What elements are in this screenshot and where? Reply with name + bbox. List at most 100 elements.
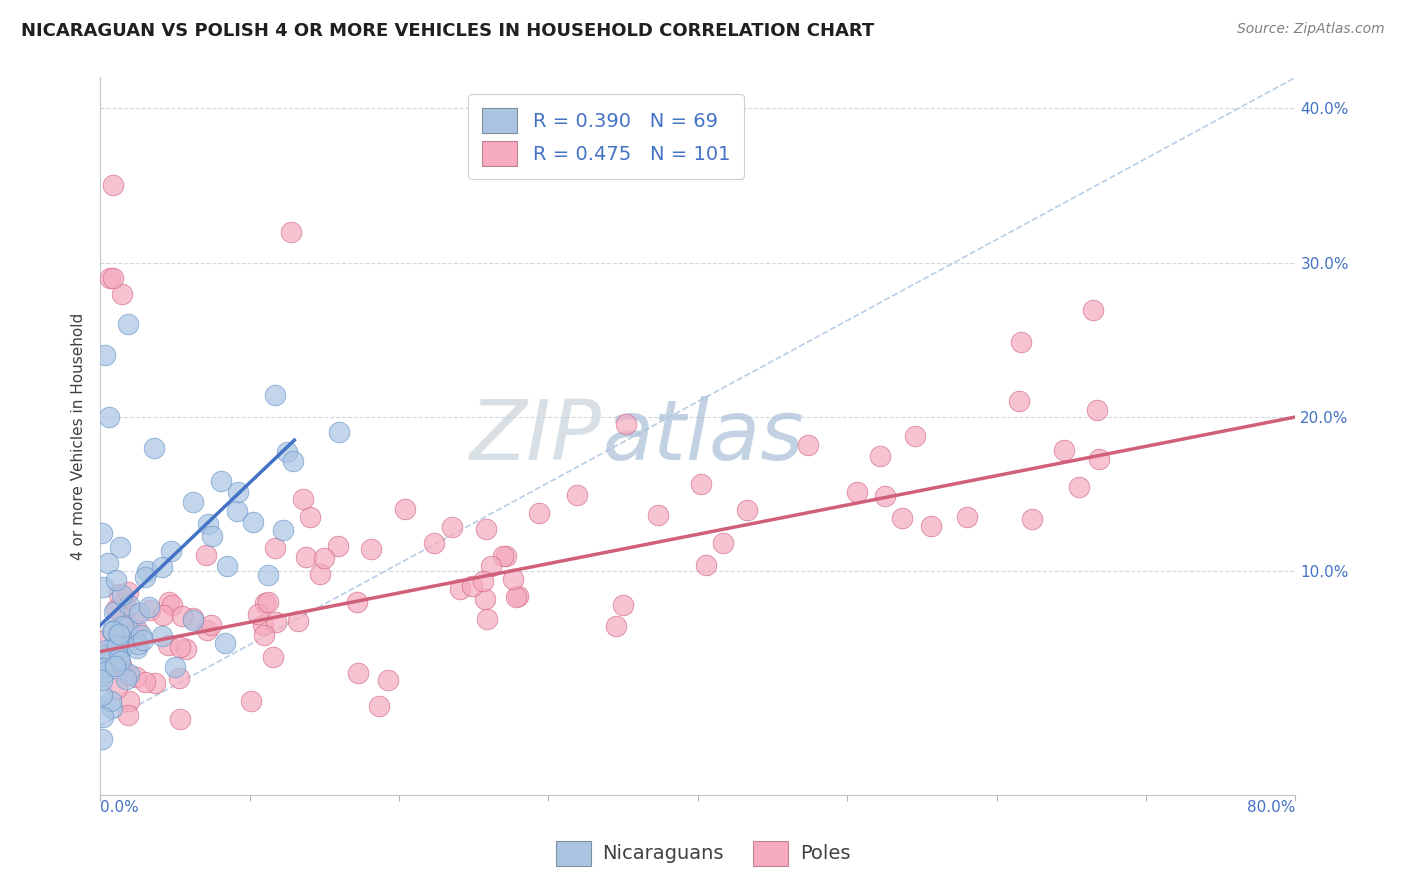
Point: [90, 673, 112, 687]
Point: [214, 636, 236, 650]
Point: [256, 595, 278, 609]
Point: [181, 611, 204, 625]
Point: [118, 667, 141, 681]
Point: [104, 659, 127, 673]
Point: [377, 673, 399, 687]
Point: [150, 559, 173, 574]
Point: [440, 519, 463, 533]
Point: [194, 548, 217, 562]
Point: [347, 666, 370, 681]
Point: [276, 445, 298, 459]
Point: [94, 646, 117, 660]
Point: [869, 449, 891, 463]
Point: [254, 597, 277, 611]
Point: [502, 572, 524, 586]
Point: [127, 637, 149, 651]
Point: [1021, 512, 1043, 526]
Point: [90, 525, 112, 540]
Point: [505, 591, 527, 605]
Point: [98, 271, 121, 285]
Point: [1088, 452, 1111, 467]
Point: [104, 601, 127, 615]
Text: ZIP: ZIP: [470, 396, 602, 477]
Point: [105, 681, 128, 695]
Point: [508, 589, 530, 603]
Point: [97, 649, 120, 664]
Point: [246, 607, 269, 621]
Point: [1010, 334, 1032, 349]
Point: [91, 710, 114, 724]
Point: [90, 688, 112, 702]
Point: [647, 508, 669, 522]
Point: [139, 603, 162, 617]
Point: [891, 511, 914, 525]
Point: [90, 633, 112, 648]
Point: [271, 523, 294, 537]
Point: [111, 609, 134, 624]
Point: [492, 549, 515, 564]
Point: [711, 536, 734, 550]
Point: [169, 712, 191, 726]
Point: [328, 539, 350, 553]
Point: [93, 654, 115, 668]
Point: [107, 626, 129, 640]
Point: [93, 648, 115, 662]
Point: [93, 660, 115, 674]
Point: [280, 225, 302, 239]
Point: [136, 564, 159, 578]
Point: [96, 656, 118, 670]
Point: [226, 484, 249, 499]
Point: [474, 591, 496, 606]
Text: 0.0%: 0.0%: [100, 800, 139, 814]
Point: [93, 348, 115, 362]
Point: [110, 540, 132, 554]
Point: [226, 504, 249, 518]
Point: [495, 549, 517, 564]
Point: [449, 582, 471, 597]
Point: [920, 519, 942, 533]
Point: [125, 670, 148, 684]
Point: [160, 599, 183, 613]
Point: [846, 485, 869, 500]
Point: [312, 551, 335, 566]
Point: [127, 623, 149, 637]
Point: [252, 617, 274, 632]
Point: [143, 676, 166, 690]
Text: NICARAGUAN VS POLISH 4 OR MORE VEHICLES IN HOUSEHOLD CORRELATION CHART: NICARAGUAN VS POLISH 4 OR MORE VEHICLES …: [21, 22, 875, 40]
Point: [565, 488, 588, 502]
Point: [1085, 402, 1108, 417]
Point: [264, 388, 287, 402]
Point: [108, 627, 131, 641]
Point: [170, 609, 193, 624]
Point: [101, 178, 124, 193]
Point: [264, 541, 287, 555]
Text: Source: ZipAtlas.com: Source: ZipAtlas.com: [1237, 22, 1385, 37]
Legend: R = 0.390   N = 69, R = 0.475   N = 101: R = 0.390 N = 69, R = 0.475 N = 101: [468, 95, 744, 179]
Point: [112, 619, 135, 633]
Point: [118, 693, 141, 707]
Point: [128, 606, 150, 620]
Point: [100, 624, 122, 638]
Point: [200, 529, 222, 543]
Point: [472, 574, 495, 588]
Point: [138, 599, 160, 614]
Point: [118, 599, 141, 613]
Point: [875, 489, 897, 503]
Point: [97, 409, 120, 424]
Point: [115, 620, 138, 634]
Point: [956, 510, 979, 524]
Point: [159, 544, 181, 558]
Point: [125, 640, 148, 655]
Text: atlas: atlas: [602, 396, 804, 477]
Point: [91, 731, 114, 746]
Point: [132, 632, 155, 647]
Point: [100, 694, 122, 708]
Point: [475, 612, 498, 626]
Point: [197, 516, 219, 531]
Point: [256, 568, 278, 582]
Point: [328, 425, 350, 440]
Point: [91, 667, 114, 681]
Point: [1053, 443, 1076, 458]
Point: [94, 643, 117, 657]
Point: [101, 271, 124, 285]
